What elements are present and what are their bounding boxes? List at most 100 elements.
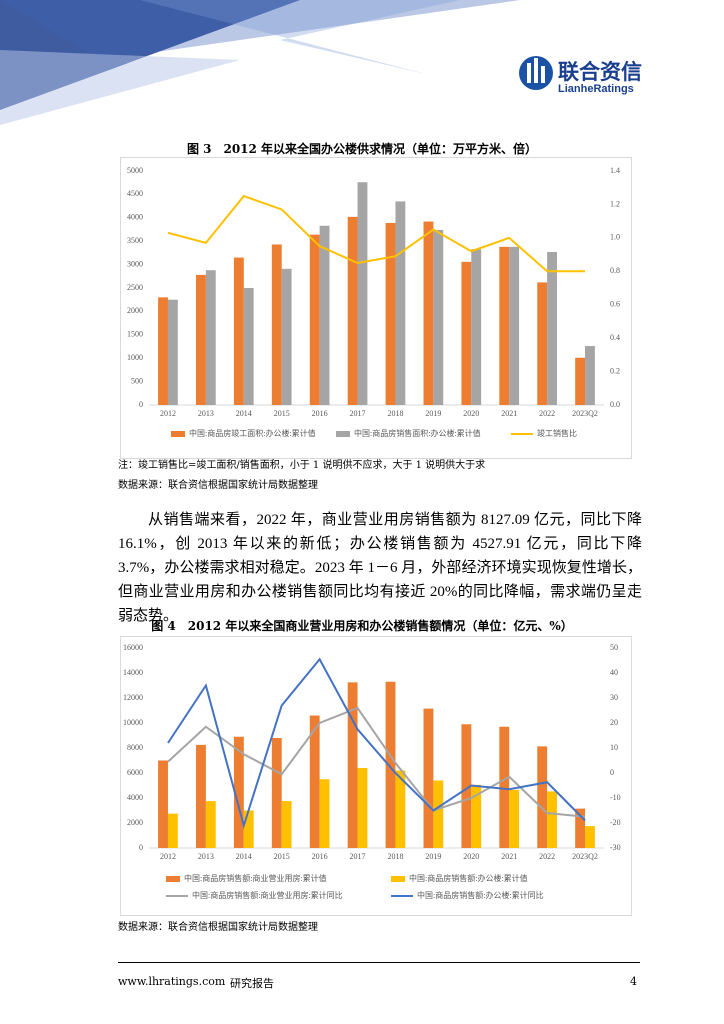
tick-label: 5000: [127, 166, 143, 175]
legend-swatch: [171, 431, 185, 437]
bar: [547, 791, 557, 848]
legend-swatch: [336, 431, 350, 437]
x-tick-label: 2015: [274, 409, 290, 418]
bar: [575, 808, 586, 848]
bar: [423, 221, 434, 405]
brand-en: LianheRatings: [558, 83, 634, 95]
bar: [585, 826, 595, 848]
x-tick-label: 2023Q2: [572, 409, 598, 418]
bar: [537, 746, 548, 848]
bar: [461, 261, 472, 405]
tick-label: 0: [610, 768, 614, 777]
tick-label: 50: [610, 643, 618, 652]
tick-label: 0.2: [610, 366, 620, 375]
bar: [309, 234, 320, 405]
tick-label: 10: [610, 743, 618, 752]
bar: [357, 768, 368, 848]
legend-label: 中国:商品房销售额:办公楼:累计值: [409, 873, 528, 883]
tick-label: 4000: [127, 213, 143, 222]
tick-label: 1.4: [610, 166, 620, 175]
tick-label: -20: [610, 818, 621, 827]
bar: [243, 288, 254, 405]
note: 注：竣工销售比=竣工面积/销售面积，小于 1 说明供不应求，大于 1 说明供大于…: [118, 460, 486, 471]
x-tick-label: 2016: [312, 409, 328, 418]
line: [167, 657, 586, 830]
bar: [281, 801, 292, 848]
bar: [196, 744, 206, 848]
tick-label: 2000: [127, 306, 143, 315]
legend-label: 中国:商品房销售面积:办公楼:累计值: [354, 428, 481, 438]
chart-title: 图 3 2012 年以来全国办公楼供求情况（单位：万平方米、倍）: [186, 142, 538, 156]
tick-label: 1000: [127, 353, 143, 362]
legend-label: 中国:商品房销售额:商业营业用房:累计同比: [192, 890, 343, 900]
bar: [385, 222, 396, 405]
tick-label: 0: [139, 400, 143, 409]
x-tick-label: 2021: [501, 852, 517, 861]
paragraph: 从销售端来看，2022 年，商业营业用房销售额为 8127.09 亿元，同比下降…: [118, 512, 642, 624]
x-tick-label: 2020: [463, 852, 479, 861]
x-tick-label: 2022: [539, 852, 555, 861]
tick-label: 40: [610, 668, 618, 677]
x-tick-label: 2013: [198, 852, 214, 861]
tick-label: -10: [610, 793, 621, 802]
footer-url: www.lhratings.com: [118, 975, 226, 988]
tick-label: 8000: [127, 743, 143, 752]
footer-label: 研究报告: [230, 977, 274, 990]
x-tick-label: 2016: [312, 852, 328, 861]
line: [167, 194, 586, 273]
tick-label: 4500: [127, 189, 143, 198]
tick-label: 1500: [127, 330, 143, 339]
tick-label: 10000: [123, 718, 143, 727]
bar: [547, 251, 557, 405]
x-tick-label: 2012: [160, 852, 176, 861]
legend-label: 竣工销售比: [537, 428, 577, 438]
x-tick-label: 2023Q2: [572, 852, 598, 861]
bar: [385, 681, 396, 848]
tick-label: 4000: [127, 793, 143, 802]
bar: [319, 225, 330, 405]
tick-label: 1.0: [610, 233, 620, 242]
x-tick-label: 2020: [463, 409, 479, 418]
legend-label: 中国:商品房销售额:商业营业用房:累计值: [184, 873, 327, 883]
bar: [575, 357, 586, 405]
x-tick-label: 2018: [387, 852, 403, 861]
x-tick-label: 2017: [350, 852, 366, 861]
x-tick-label: 2015: [274, 852, 290, 861]
bar: [271, 738, 282, 848]
tick-label: 16000: [123, 643, 143, 652]
x-tick-label: 2019: [425, 852, 441, 861]
bar: [509, 246, 520, 405]
bar: [196, 274, 206, 405]
line: [167, 706, 586, 818]
bar: [319, 779, 330, 848]
tick-label: 0.6: [610, 300, 620, 309]
tick-label: 0: [139, 843, 143, 852]
tick-label: 0.8: [610, 266, 620, 275]
brand: 联合资信: [558, 60, 642, 84]
tick-label: 1.2: [610, 199, 620, 208]
x-tick-label: 2019: [425, 409, 441, 418]
tick-label: 14000: [123, 668, 143, 677]
tick-label: 0.0: [610, 400, 620, 409]
bar: [471, 784, 482, 848]
chart-title: 图 4 2012 年以来全国商业营业用房和办公楼销售额情况（单位：亿元、%）: [151, 619, 573, 633]
bar: [167, 299, 178, 405]
bar: [271, 244, 282, 405]
tick-label: 30: [610, 693, 618, 702]
bar: [357, 182, 368, 405]
x-tick-label: 2022: [539, 409, 555, 418]
x-tick-label: 2017: [350, 409, 366, 418]
x-tick-label: 2018: [387, 409, 403, 418]
legend-label: 中国:商品房销售额:办公楼:累计同比: [417, 890, 544, 900]
bar: [471, 249, 482, 405]
legend-swatch: [166, 876, 180, 882]
tick-label: 2000: [127, 818, 143, 827]
source: 数据来源：联合资信根据国家统计局数据整理: [118, 922, 318, 933]
tick-label: 3000: [127, 259, 143, 268]
tick-label: 20: [610, 718, 618, 727]
bar: [347, 682, 358, 848]
tick-label: 12000: [123, 693, 143, 702]
bar: [499, 246, 510, 405]
bar: [433, 780, 444, 848]
